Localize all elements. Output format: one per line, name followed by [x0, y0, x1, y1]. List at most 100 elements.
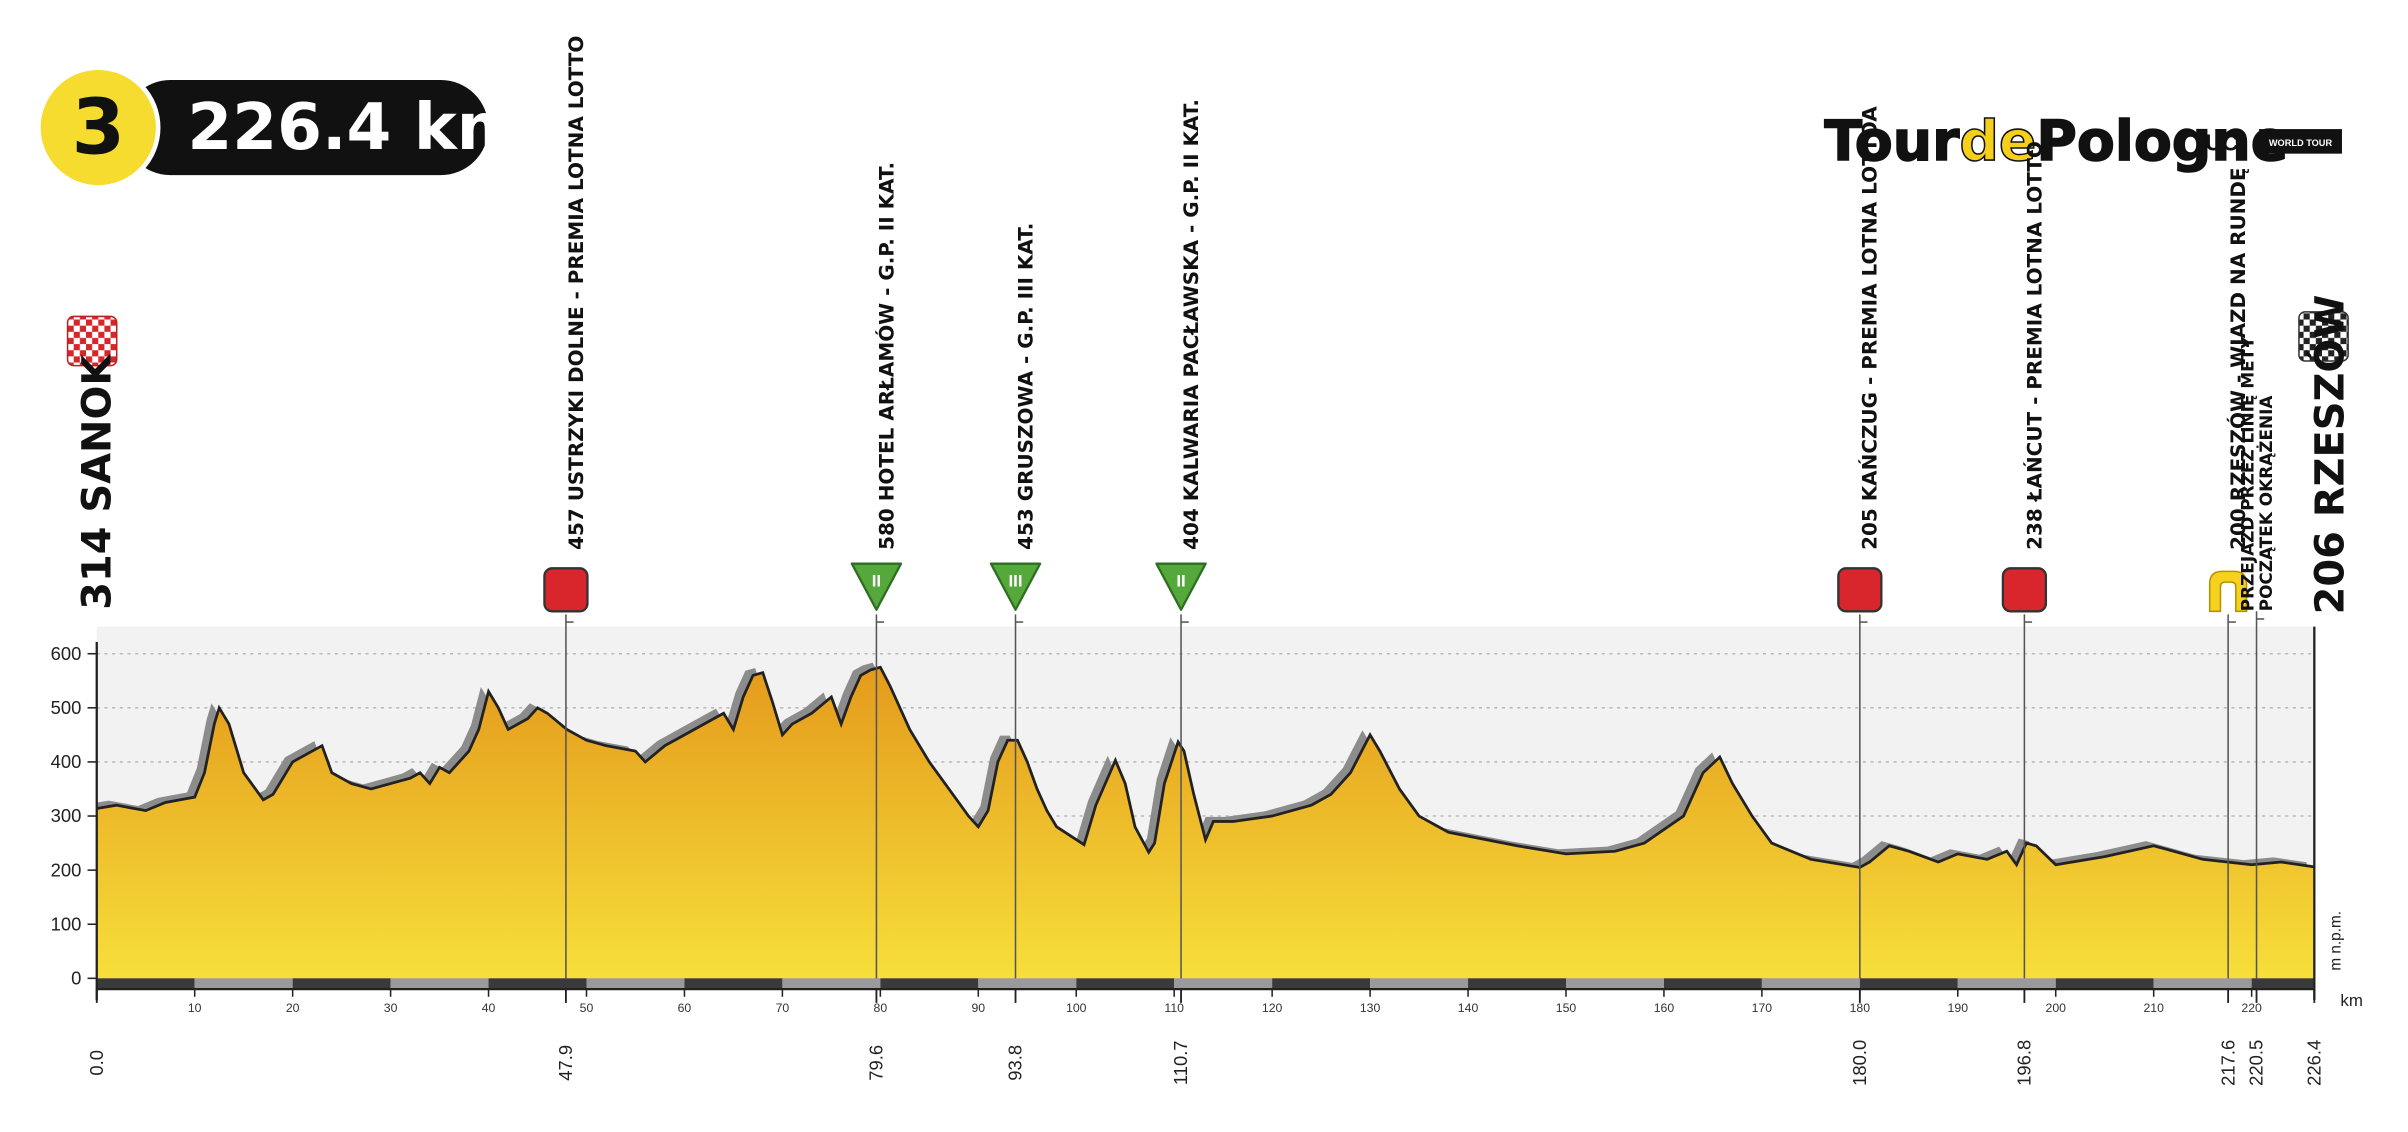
climb-category: III: [1008, 572, 1022, 591]
sprint-marker: [1837, 567, 1883, 613]
stage-badge: [36, 65, 161, 190]
x-tick-label: 130: [1360, 1001, 1381, 1015]
axis-strip: [1370, 978, 1469, 990]
x-axis-label: km: [2340, 991, 2363, 1010]
x-tick-label: 140: [1458, 1001, 1479, 1015]
y-axis-label: m n.p.m.: [2327, 911, 2344, 971]
y-tick-label: 600: [51, 643, 82, 664]
axis-strip: [390, 978, 489, 990]
axis-strip: [586, 978, 685, 990]
x-tick-label: 70: [776, 1001, 790, 1015]
sprint-marker: [543, 567, 589, 613]
axis-strip: [1174, 978, 1273, 990]
logo: TourdePologne: [1824, 110, 2288, 174]
x-tick-label: 210: [2143, 1001, 2164, 1015]
x-tick-label: 30: [384, 1001, 398, 1015]
axis-strip: [1565, 978, 1664, 990]
waypoint-label: PRZEJAZD PRZEZ LINIĘ METY: [2237, 336, 2257, 611]
y-tick-label: 200: [51, 859, 82, 880]
finish-label: 206 RZESZÓW: [2307, 295, 2354, 615]
waypoint-label: 205 KAŃCZUG - PREMIA LOTNA LOTTOA: [1858, 106, 1882, 550]
x-tick-label: 80: [874, 1001, 888, 1015]
stage-distance: 226.4 km: [187, 90, 524, 165]
x-tick-label: 190: [1948, 1001, 1969, 1015]
logo-part: Tour: [1824, 110, 1960, 174]
axis-strip: [2153, 978, 2252, 990]
waypoint-label: POCZĄTEK OKRĄŻENIA: [2255, 396, 2276, 612]
km-marker-label: 0.0: [86, 1050, 107, 1076]
profile-line: [96, 665, 2315, 869]
axis-strip: [684, 978, 783, 990]
distance-badge: [122, 79, 489, 176]
x-tick-label: 120: [1262, 1001, 1283, 1015]
x-tick-label: 200: [2046, 1001, 2067, 1015]
climb-marker: [989, 562, 1042, 611]
axis-strip: [1272, 978, 1371, 990]
axis-strip: [1076, 978, 1175, 990]
km-marker-label: 47.9: [555, 1045, 576, 1081]
x-tick-label: 50: [580, 1001, 594, 1015]
x-tick-label: 220: [2241, 1001, 2262, 1015]
world-tour-badge: [2259, 129, 2342, 154]
world-tour-text: WORLD TOUR: [2269, 138, 2333, 148]
x-tick-label: 160: [1654, 1001, 1675, 1015]
km-marker-label: 226.4: [2303, 1040, 2324, 1086]
km-marker-label: 110.7: [1170, 1040, 1191, 1085]
waypoint-label: 453 GRUSZOWA - G.P. III KAT.: [1013, 223, 1037, 550]
x-tick-label: 110: [1164, 1001, 1184, 1015]
axis-strip: [1859, 978, 1958, 990]
finish-flag: [2298, 311, 2349, 362]
x-tick-label: 100: [1066, 1001, 1087, 1015]
climb-marker: [850, 562, 903, 611]
waypoint-label: 404 KALWARIA PACŁAWSKA - G.P. II KAT.: [1179, 99, 1203, 550]
km-marker-label: 93.8: [1005, 1045, 1026, 1081]
axis-strip: [194, 978, 293, 990]
y-tick-label: 500: [51, 697, 82, 718]
axis-strip: [1957, 978, 2056, 990]
axis-strip: [782, 978, 881, 990]
climb-category: II: [1176, 572, 1185, 591]
axis-strip: [2251, 978, 2315, 990]
logo-part: de: [1959, 110, 2036, 174]
axis-strip: [978, 978, 1077, 990]
axis-strip: [1761, 978, 1860, 990]
start-flag: [66, 315, 118, 367]
km-marker-label: 180.0: [1849, 1040, 1870, 1086]
axis-strip: [1468, 978, 1566, 990]
axis-strip: [96, 978, 195, 990]
x-tick-label: 90: [971, 1001, 985, 1015]
profile-area: [96, 667, 2315, 979]
y-tick-label: 300: [51, 805, 82, 826]
axis-strip: [1663, 978, 1762, 990]
axis-strip: [488, 978, 587, 990]
x-tick-label: 40: [482, 1001, 496, 1015]
km-marker-label: 217.6: [2217, 1040, 2238, 1086]
y-tick-label: 100: [51, 913, 82, 934]
axis-strip: [2055, 978, 2154, 990]
waypoint-label: 238 ŁAŃCUT - PREMIA LOTNA LOTTO: [2022, 141, 2046, 550]
x-tick-label: 170: [1752, 1001, 1773, 1015]
x-tick-label: 150: [1556, 1001, 1577, 1015]
axis-strip: [880, 978, 979, 990]
waypoint-label: 200 RZESZÓW - WJAZD NA RUNDĘ: [2226, 167, 2250, 549]
x-tick-label: 60: [678, 1001, 692, 1015]
km-marker-label: 79.6: [866, 1045, 887, 1081]
start-label: 314 SANOK: [75, 353, 121, 610]
stage-number: 3: [72, 84, 125, 173]
x-tick-label: 10: [188, 1001, 202, 1015]
climb-marker: [1155, 562, 1207, 611]
km-marker-label: 196.8: [2014, 1040, 2035, 1086]
axis-strip: [292, 978, 391, 990]
uci-logo: UCI: [2205, 130, 2245, 156]
waypoint-label: 580 HOTEL ARŁAMÓW - G.P. II KAT.: [874, 162, 898, 550]
y-tick-label: 400: [51, 751, 82, 772]
y-tick-label: 0: [71, 967, 81, 988]
x-tick-label: 20: [286, 1001, 300, 1015]
lap-marker: [2208, 570, 2248, 613]
sprint-marker: [2001, 567, 2048, 613]
km-marker-label: 220.5: [2246, 1040, 2267, 1086]
waypoint-label: 457 USTRZYKI DOLNE - PREMIA LOTNA LOTTO: [564, 36, 588, 550]
logo-part: Pologne: [2036, 110, 2288, 174]
